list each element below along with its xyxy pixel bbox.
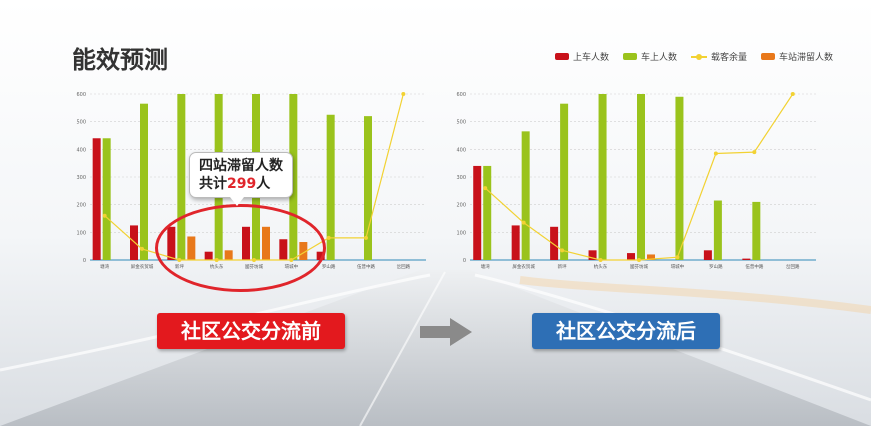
bar-1 [713, 200, 722, 260]
capacity-point [675, 255, 680, 260]
x-tick-label: 塘湾 [481, 263, 490, 270]
callout-suffix: 人 [256, 176, 271, 192]
x-tick-label: 岔回路 [397, 263, 411, 270]
label-before: 社区公交分流前 [157, 313, 345, 349]
bar-1 [598, 94, 607, 260]
bar-1 [102, 138, 111, 260]
bar-0 [703, 250, 712, 260]
bar-0 [627, 253, 635, 260]
x-tick-label: 伍普中路 [357, 263, 375, 270]
bar-0 [130, 225, 138, 260]
legend-swatch [555, 53, 569, 60]
capacity-point [637, 258, 641, 262]
bar-0 [92, 138, 101, 260]
x-tick-label: 塘湾 [100, 263, 109, 270]
callout-line2: 共计299人 [199, 175, 292, 193]
bar-1 [326, 114, 335, 260]
y-tick-label: 500 [76, 120, 86, 126]
highlight-ellipse [155, 204, 326, 292]
legend-label: 车站滞留人数 [779, 53, 834, 63]
y-tick-label: 400 [76, 147, 86, 153]
capacity-point [560, 248, 565, 253]
bar-1 [364, 116, 372, 260]
legend-line-marker [691, 53, 708, 60]
legend-label: 上车人数 [573, 53, 610, 63]
arrow-right-icon [420, 318, 472, 346]
capacity-point [483, 186, 488, 191]
bar-1 [289, 94, 298, 260]
legend-item-boarding: 上车人数 [555, 50, 609, 63]
capacity-point [752, 150, 757, 155]
page-title: 能效预测 [72, 46, 168, 74]
capacity-point [364, 235, 368, 240]
y-tick-label: 0 [463, 258, 466, 264]
bar-1 [752, 201, 761, 260]
bar-1 [483, 165, 492, 260]
y-tick-label: 600 [456, 92, 466, 98]
legend-item-onboard: 车上人数 [623, 50, 677, 63]
legend-label: 车上人数 [641, 53, 678, 63]
capacity-point [790, 92, 795, 96]
x-tick-label: 屏金农贸城 [512, 263, 535, 270]
capacity-point [102, 213, 107, 218]
bar-1 [521, 131, 530, 260]
y-tick-label: 600 [76, 92, 86, 98]
callout-prefix: 共计 [199, 176, 227, 192]
x-tick-label: 罗山路 [322, 263, 336, 270]
capacity-point [598, 258, 603, 262]
legend-swatch [761, 53, 776, 60]
y-tick-label: 300 [76, 175, 86, 181]
capacity-point [140, 246, 144, 251]
y-tick-label: 400 [456, 147, 466, 153]
capacity-point [326, 235, 331, 240]
x-tick-label: 國芬坊城 [630, 263, 648, 270]
x-tick-label: 岔回路 [786, 263, 800, 270]
x-tick-label: 屏金农贸城 [131, 263, 154, 270]
callout-number: 299 [227, 176, 257, 192]
y-tick-label: 300 [456, 175, 466, 181]
legend-label: 载客余量 [711, 53, 748, 63]
y-tick-label: 200 [456, 203, 466, 209]
label-after: 社区公交分流后 [532, 313, 720, 349]
bar-2 [647, 254, 655, 260]
x-tick-label: 新坪 [558, 263, 567, 270]
bar-0 [473, 165, 482, 260]
chart-after: 0 100 200 300 400 500 600 塘湾 屏金农贸城 新坪 杭头东 國芬坊城 環城中 罗山… [456, 92, 816, 270]
y-tick-label: 200 [76, 203, 86, 209]
bar-0 [742, 258, 751, 260]
x-tick-label: 杭头东 [594, 263, 608, 270]
y-tick-label: 100 [456, 230, 466, 236]
x-tick-label: 罗山路 [709, 263, 723, 270]
chart-legend: 上车人数 车上人数 载客余量 车站滞留人数 [555, 50, 833, 63]
y-tick-label: 100 [76, 230, 86, 236]
stranded-callout: 四站滞留人数 共计299人 [189, 152, 293, 206]
bar-1 [177, 94, 186, 260]
bar-0 [550, 226, 559, 260]
capacity-point [521, 220, 526, 225]
legend-item-capacity: 载客余量 [691, 50, 747, 63]
y-tick-label: 500 [456, 120, 466, 126]
y-tick-label: 0 [83, 258, 86, 264]
bar-1 [560, 103, 569, 260]
bar-1 [637, 94, 645, 260]
bar-0 [588, 250, 597, 260]
callout-line1: 四站滞留人数 [199, 158, 283, 174]
bar-1 [140, 103, 148, 260]
capacity-point [713, 151, 718, 156]
legend-swatch [623, 53, 638, 60]
x-tick-label: 伍普中路 [745, 263, 763, 270]
bar-0 [511, 225, 520, 260]
legend-item-stranded: 车站滞留人数 [761, 50, 833, 63]
capacity-point [401, 92, 406, 96]
bar-1 [675, 96, 684, 260]
x-tick-label: 環城中 [671, 263, 685, 270]
